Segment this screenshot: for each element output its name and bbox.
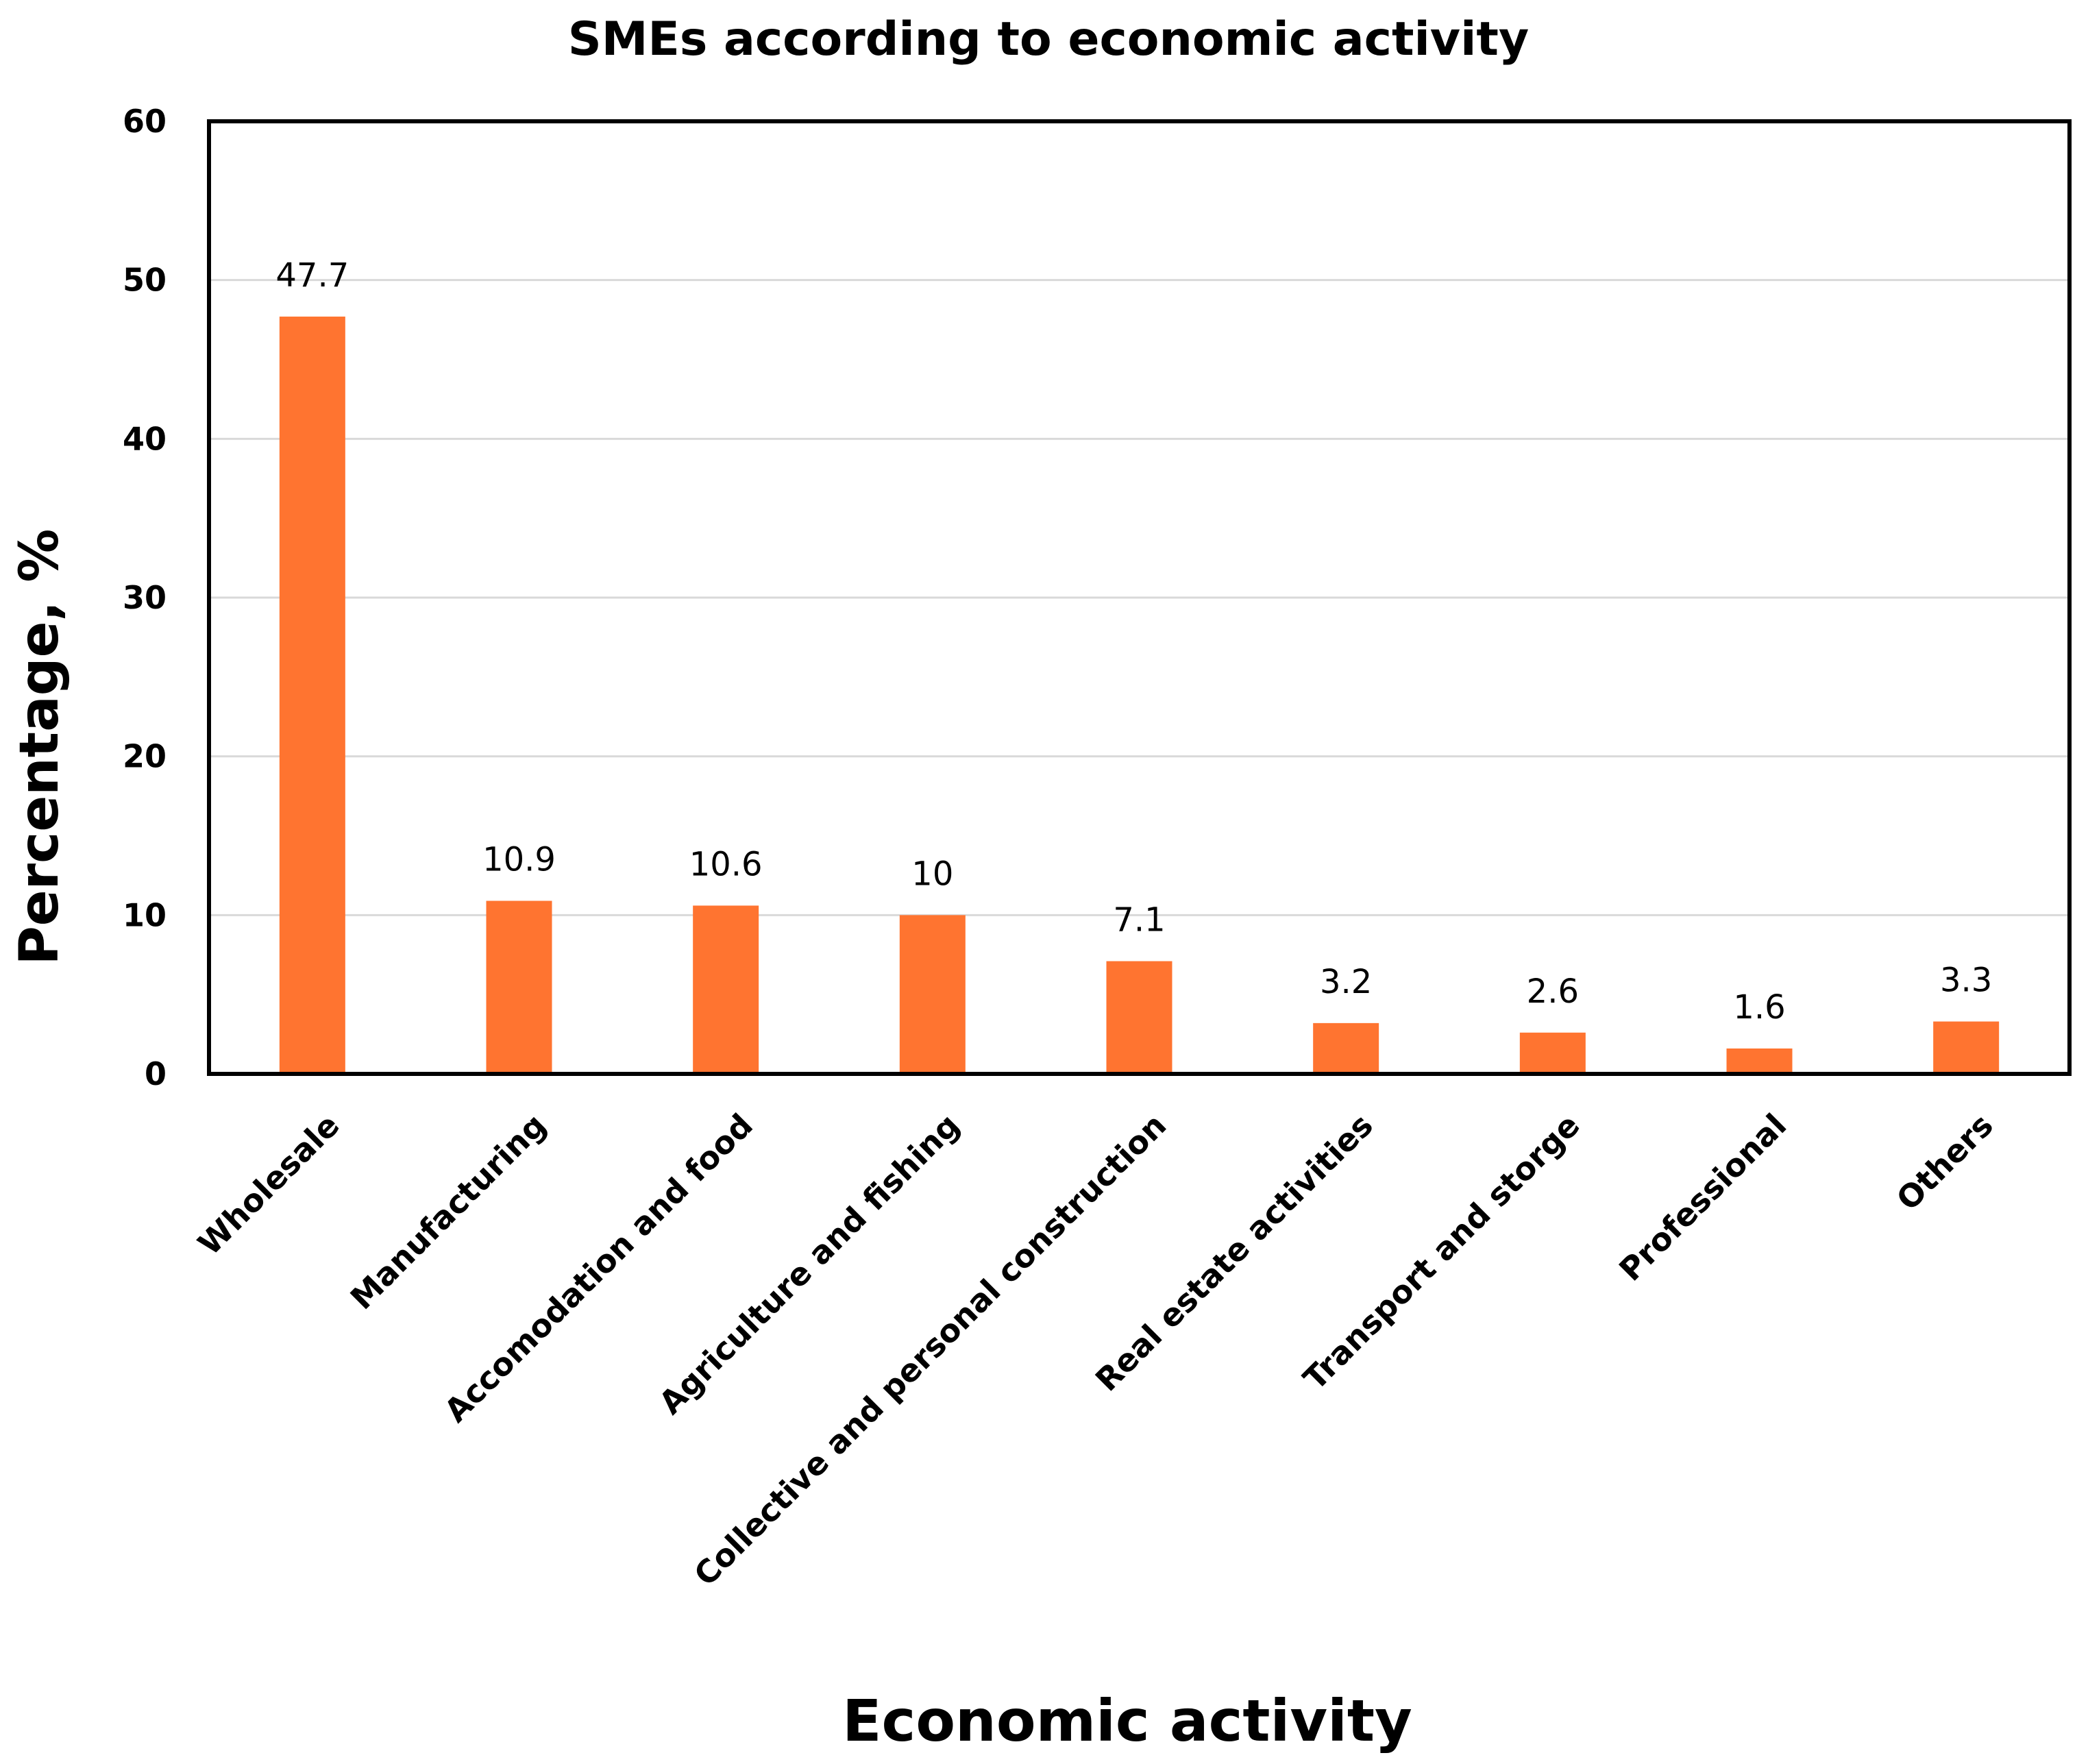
bar	[693, 905, 759, 1074]
x-category-label: Manufacturing	[343, 1107, 554, 1317]
y-axis-ticks: 0 10 20 30 40 50 60	[123, 103, 167, 1092]
plot-frame	[207, 119, 2072, 1076]
bar	[1519, 1032, 1586, 1074]
x-category-label: Others	[1889, 1107, 2000, 1218]
data-labels: 47.7 10.9 10.6 10 7.1 3.2 2.6 1.6 3.3	[275, 256, 1992, 1027]
bar	[1106, 961, 1172, 1074]
x-axis-title: Economic activity	[842, 1687, 1412, 1754]
chart-title: SMEs according to economic activity	[568, 12, 1530, 66]
bar	[1726, 1048, 1793, 1074]
data-label: 3.3	[1940, 961, 1992, 1000]
x-category-label: Collective and personal construction	[687, 1107, 1173, 1593]
data-label: 1.6	[1733, 988, 1785, 1027]
y-tick-label: 60	[123, 103, 167, 140]
bar	[1313, 1022, 1379, 1074]
y-tick-label: 20	[123, 738, 167, 775]
y-tick-label: 0	[145, 1055, 167, 1092]
data-label: 10.9	[482, 840, 556, 879]
bar	[486, 901, 552, 1074]
data-label: 3.2	[1320, 963, 1372, 1001]
data-label: 10	[911, 855, 953, 893]
bar	[1933, 1021, 2000, 1074]
data-label: 47.7	[275, 256, 349, 295]
gridlines	[209, 279, 2069, 916]
x-category-label: Professional	[1612, 1107, 1793, 1288]
y-tick-label: 30	[123, 579, 167, 616]
bars	[279, 316, 2000, 1075]
x-category-label: Wholesale	[191, 1107, 346, 1262]
data-label: 2.6	[1527, 972, 1579, 1011]
y-tick-label: 50	[123, 262, 167, 299]
bar	[279, 316, 345, 1075]
bar	[899, 915, 966, 1074]
data-label: 10.6	[689, 845, 763, 883]
y-axis-title: Percentage, %	[9, 529, 71, 966]
y-tick-label: 10	[123, 896, 167, 933]
y-tick-label: 40	[123, 420, 167, 457]
data-label: 7.1	[1113, 901, 1165, 940]
